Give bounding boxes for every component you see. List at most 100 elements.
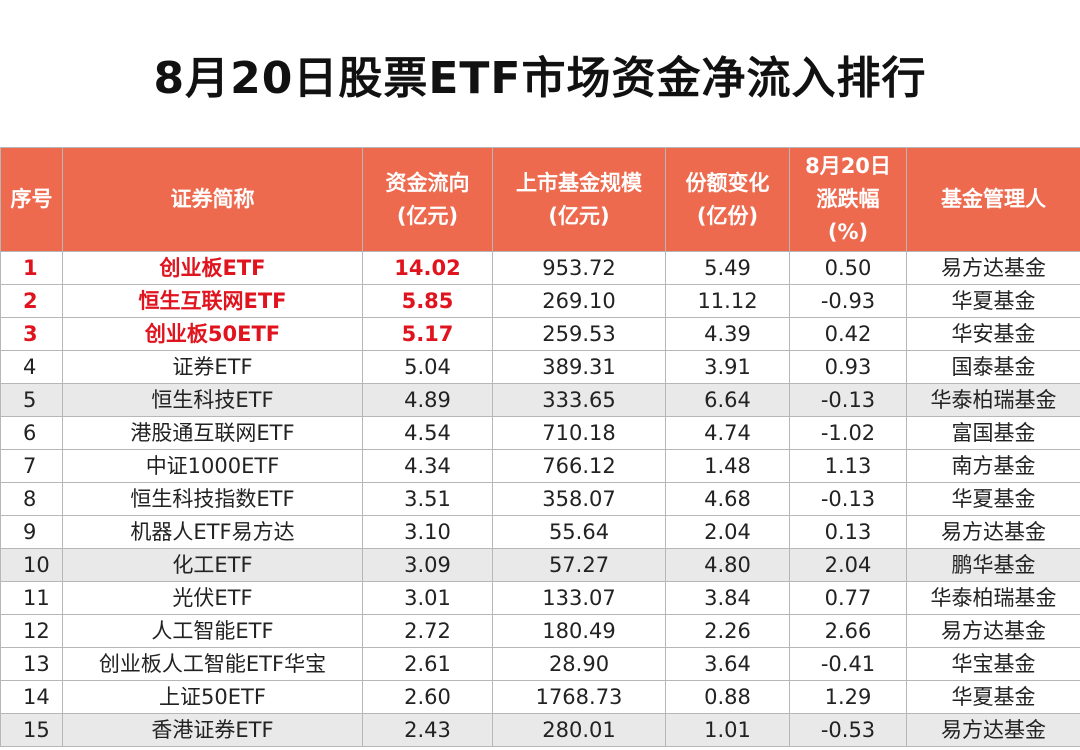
cell-change-pct: 0.42	[789, 317, 907, 351]
cell-share-change: 1.01	[665, 713, 790, 747]
cell-change-pct: -0.13	[789, 383, 907, 417]
header-share-change: 份额变化 (亿份)	[665, 147, 790, 252]
cell-name: 中证1000ETF	[62, 449, 363, 483]
header-line: 证券简称	[170, 187, 255, 211]
table-row: 8 恒生科技指数ETF 3.51 358.07 4.68 -0.13 华夏基金	[0, 482, 1080, 516]
header-line: (亿份)	[696, 203, 759, 228]
cell-share-change: 3.64	[665, 647, 790, 681]
table-body: 1 创业板ETF 14.02 953.72 5.49 0.50 易方达基金 2 恒生互联网ETF…	[0, 251, 1080, 747]
cell-share-change: 11.12	[665, 284, 790, 318]
cell-change-pct: 2.66	[789, 614, 907, 648]
cell-index: 15	[0, 713, 63, 747]
cell-scale: 28.90	[492, 647, 666, 681]
etf-ranking-table: 序号 证券简称 资金流向 (亿元) 上市基金规模 (亿元) 份额变化 (亿份) 8月20日 涨跌幅…	[0, 147, 1080, 747]
cell-index: 5	[0, 383, 63, 417]
table-row: 2 恒生互联网ETF 5.85 269.10 11.12 -0.93 华夏基金	[0, 284, 1080, 318]
cell-scale: 57.27	[492, 548, 666, 582]
cell-index: 14	[0, 680, 63, 714]
cell-change-pct: 1.29	[789, 680, 907, 714]
header-scale: 上市基金规模 (亿元)	[492, 147, 666, 252]
cell-manager: 易方达基金	[906, 713, 1080, 747]
cell-manager: 易方达基金	[906, 251, 1080, 285]
cell-name: 证券ETF	[62, 350, 363, 384]
cell-change-pct: 1.13	[789, 449, 907, 483]
header-row: 序号 证券简称 资金流向 (亿元) 上市基金规模 (亿元) 份额变化 (亿份) 8月20日 涨跌幅…	[0, 147, 1080, 252]
cell-index: 11	[0, 581, 63, 615]
table-row: 9 机器人ETF易方达 3.10 55.64 2.04 0.13 易方达基金	[0, 515, 1080, 549]
cell-share-change: 6.64	[665, 383, 790, 417]
header-line: 份额变化	[685, 170, 770, 195]
header-name: 证券简称	[62, 147, 363, 252]
cell-scale: 766.12	[492, 449, 666, 483]
cell-index: 12	[0, 614, 63, 648]
table-row: 12 人工智能ETF 2.72 180.49 2.26 2.66 易方达基金	[0, 614, 1080, 648]
cell-share-change: 4.74	[665, 416, 790, 450]
cell-scale: 358.07	[492, 482, 666, 516]
cell-manager: 华泰柏瑞基金	[906, 383, 1080, 417]
table-row: 14 上证50ETF 2.60 1768.73 0.88 1.29 华夏基金	[0, 680, 1080, 714]
cell-share-change: 4.39	[665, 317, 790, 351]
header-line: 序号	[10, 187, 53, 211]
cell-index: 9	[0, 515, 63, 549]
page-title: 8月20日股票ETF市场资金净流入排行	[153, 52, 927, 104]
table-row: 7 中证1000ETF 4.34 766.12 1.48 1.13 南方基金	[0, 449, 1080, 483]
cell-name: 人工智能ETF	[62, 614, 363, 648]
cell-share-change: 2.04	[665, 515, 790, 549]
cell-manager: 华夏基金	[906, 482, 1080, 516]
cell-scale: 710.18	[492, 416, 666, 450]
cell-scale: 953.72	[492, 251, 666, 285]
cell-index: 7	[0, 449, 63, 483]
table-row: 15 香港证券ETF 2.43 280.01 1.01 -0.53 易方达基金	[0, 713, 1080, 747]
cell-flow: 3.10	[362, 515, 493, 549]
header-line: 8月20日	[805, 154, 891, 178]
cell-index: 1	[0, 251, 63, 285]
cell-index: 3	[0, 317, 63, 351]
cell-change-pct: -0.53	[789, 713, 907, 747]
cell-manager: 华安基金	[906, 317, 1080, 351]
cell-change-pct: 0.13	[789, 515, 907, 549]
cell-name: 创业板50ETF	[62, 317, 363, 351]
cell-scale: 180.49	[492, 614, 666, 648]
cell-manager: 易方达基金	[906, 515, 1080, 549]
table-row: 4 证券ETF 5.04 389.31 3.91 0.93 国泰基金	[0, 350, 1080, 384]
cell-flow: 5.17	[362, 317, 493, 351]
table-row: 13 创业板人工智能ETF华宝 2.61 28.90 3.64 -0.41 华宝基金	[0, 647, 1080, 681]
header-flow: 资金流向 (亿元)	[362, 147, 493, 252]
cell-manager: 华宝基金	[906, 647, 1080, 681]
cell-name: 创业板人工智能ETF华宝	[62, 647, 363, 681]
table-row: 3 创业板50ETF 5.17 259.53 4.39 0.42 华安基金	[0, 317, 1080, 351]
cell-scale: 55.64	[492, 515, 666, 549]
cell-name: 光伏ETF	[62, 581, 363, 615]
cell-flow: 3.51	[362, 482, 493, 516]
header-change-pct: 8月20日 涨跌幅 (%)	[789, 147, 907, 252]
cell-name: 上证50ETF	[62, 680, 363, 714]
cell-share-change: 1.48	[665, 449, 790, 483]
cell-manager: 易方达基金	[906, 614, 1080, 648]
cell-change-pct: 0.77	[789, 581, 907, 615]
cell-share-change: 4.68	[665, 482, 790, 516]
cell-index: 13	[0, 647, 63, 681]
cell-scale: 1768.73	[492, 680, 666, 714]
cell-scale: 259.53	[492, 317, 666, 351]
header-line: 基金管理人	[941, 187, 1046, 211]
cell-share-change: 2.26	[665, 614, 790, 648]
cell-change-pct: 0.50	[789, 251, 907, 285]
cell-index: 4	[0, 350, 63, 384]
cell-scale: 333.65	[492, 383, 666, 417]
table-row: 1 创业板ETF 14.02 953.72 5.49 0.50 易方达基金	[0, 251, 1080, 285]
cell-flow: 2.60	[362, 680, 493, 714]
header-line: 资金流向	[385, 170, 470, 195]
table-row: 11 光伏ETF 3.01 133.07 3.84 0.77 华泰柏瑞基金	[0, 581, 1080, 615]
cell-scale: 280.01	[492, 713, 666, 747]
cell-manager: 国泰基金	[906, 350, 1080, 384]
header-line: (亿元)	[396, 203, 459, 228]
cell-change-pct: 2.04	[789, 548, 907, 582]
cell-flow: 3.09	[362, 548, 493, 582]
cell-scale: 269.10	[492, 284, 666, 318]
cell-share-change: 3.91	[665, 350, 790, 384]
cell-manager: 南方基金	[906, 449, 1080, 483]
header-line: (%)	[827, 220, 869, 244]
cell-flow: 3.01	[362, 581, 493, 615]
cell-share-change: 3.84	[665, 581, 790, 615]
cell-index: 10	[0, 548, 63, 582]
